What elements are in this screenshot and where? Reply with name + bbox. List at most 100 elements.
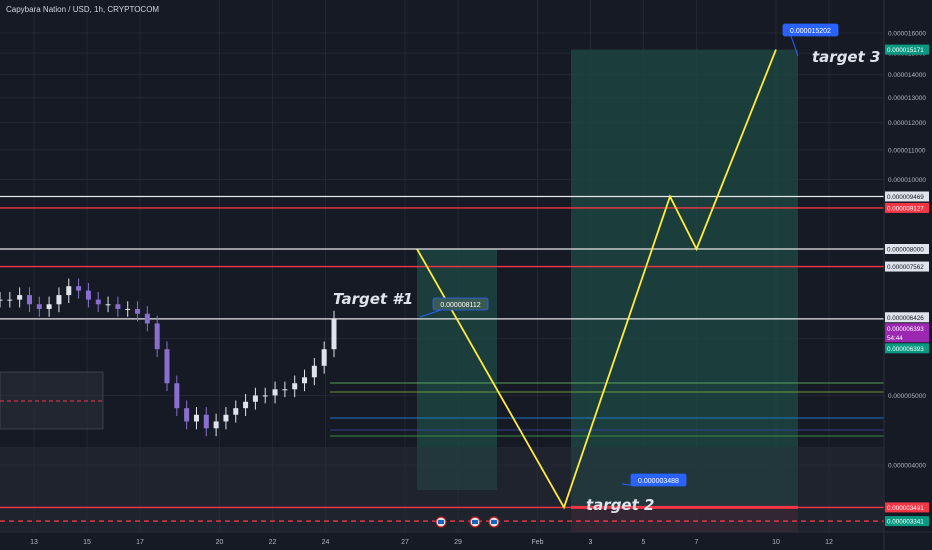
x-tick-label: 27 [401,539,409,546]
candle-body [272,389,278,396]
x-tick-label: 20 [216,539,224,546]
x-tick-label: 5 [642,539,646,546]
flag-stripe [472,520,478,524]
price-tag [885,516,929,527]
price-tag [885,202,929,213]
candle-body [193,414,199,422]
event-markers [435,516,500,528]
candle-body [262,395,268,397]
x-tick-label: 29 [454,539,462,546]
price-tag [885,323,929,343]
price-tag-label: 0.000006393 [887,346,924,353]
candle-body [135,308,141,314]
x-tick-label: 3 [589,539,593,546]
price-tag-label: 0.000009127 [887,205,924,212]
y-tick-label: 0.000010000 [888,177,926,184]
candle-body [46,304,52,309]
y-tick-label: 0.000013000 [888,95,926,102]
profit-zone-short [417,249,497,490]
y-tick-label: 0.000005000 [888,393,926,400]
countdown-label: 54:44 [887,335,903,342]
price-tag-label: 0.000008000 [887,247,924,254]
candle-body [252,395,258,402]
candle-body [292,383,298,390]
y-tick-label: 0.000011000 [888,147,926,154]
loss-zone-long [571,507,798,532]
candle-body [115,304,121,309]
profit-zone-long [571,49,798,508]
candle-body [56,295,62,305]
candle-body [282,389,288,391]
candle-body [321,349,327,366]
candle-body [85,290,91,300]
callout-pointer [790,35,799,57]
price-tag [885,502,929,513]
price-tag-label: 0.000003491 [887,505,924,512]
price-tag-label: 0.000003341 [887,519,924,526]
candle-body [95,299,101,305]
callout-text: 0.000003488 [638,478,679,485]
y-tick-label: 0.000014000 [888,72,926,79]
callout-pointer [419,309,442,318]
candle-body [184,408,190,422]
candle-body [125,308,131,310]
price-tag [885,343,929,354]
candle-body [311,365,317,378]
callout-layer: 0.000008112 0.000003488 0.000015202 [419,23,839,487]
x-tick-label: Feb [531,539,543,546]
flag-stripe [438,520,444,524]
price-axis-panel [884,0,932,550]
price-tag-label: 0.000009469 [887,194,924,201]
flag-stripe [491,520,497,524]
callout-box [630,473,687,487]
price-tag-label: 0.000006393 [887,326,924,333]
callout-text: 0.000008112 [440,302,480,309]
price-tag-label: 0.000007562 [887,264,924,271]
annotation-target-2: target 2 [586,496,654,514]
candle-body [105,304,111,306]
x-tick-label: 22 [269,539,277,546]
candle-body [76,286,82,291]
chart-header-title: Capybara Nation / USD, 1h, CRYPTOCOM [6,5,160,14]
candle-body [66,286,72,296]
y-tick-label: 0.000012000 [888,120,926,127]
candle-body [17,295,23,300]
x-tick-label: 7 [695,539,699,546]
candle-body [331,318,337,350]
candle-layer [0,278,337,437]
candle-body [223,414,229,422]
candle-body [203,414,209,429]
x-tick-label: 13 [30,539,38,546]
y-tick-label: 0.000016000 [888,31,926,38]
callout-text: 0.000015202 [790,28,831,35]
candle-body [0,299,3,301]
annotation-target-1: Target #1 [333,290,413,308]
price-tag [885,44,929,55]
y-tick-label: 0.000004000 [888,463,926,470]
annotation-layer: Target #1 target 2 target 3 [333,48,880,514]
price-tag [885,244,929,254]
x-tick-label: 15 [83,539,91,546]
candle-body [154,323,160,350]
candle-body [26,295,32,305]
callout-box [432,297,489,311]
projection-path-line [416,49,777,510]
price-tag [885,261,929,272]
candle-body [302,377,308,384]
callout-box [782,23,839,37]
price-tag-label: 0.000015171 [887,47,924,54]
x-tick-label: 17 [136,539,144,546]
candle-body [7,299,13,301]
price-tag [885,191,929,202]
candle-body [36,304,42,309]
candle-body [233,408,239,415]
candle-body [164,349,170,384]
candle-body [243,401,249,409]
price-tag-label: 0.000006426 [887,315,924,322]
annotation-target-3: target 3 [812,48,880,66]
candle-body [144,313,150,324]
x-tick-label: 10 [772,539,780,546]
price-tag [885,312,929,323]
